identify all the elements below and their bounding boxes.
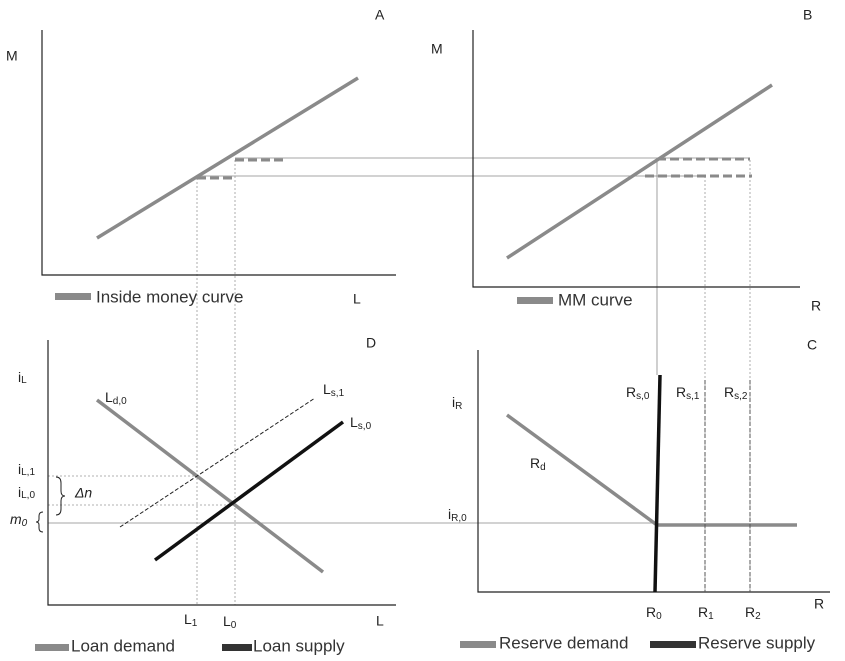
legend-label: Loan supply bbox=[253, 636, 345, 655]
loan-supply-0-curve bbox=[153, 420, 345, 562]
x-label: R bbox=[814, 596, 824, 612]
legend-swatch bbox=[55, 293, 91, 300]
mm-curve bbox=[506, 83, 773, 260]
y-label: M bbox=[431, 41, 443, 57]
y-tick-label: m0 bbox=[10, 511, 28, 529]
panel-letter: A bbox=[375, 7, 385, 23]
axes bbox=[41, 30, 396, 276]
axes bbox=[472, 30, 800, 288]
x-label: L bbox=[376, 613, 384, 629]
legend-label: Inside money curve bbox=[96, 287, 243, 306]
y-tick-label: iL,1 bbox=[18, 461, 35, 478]
x-label: R bbox=[811, 298, 821, 314]
legend-label: MM curve bbox=[558, 290, 633, 309]
legend-swatch bbox=[517, 297, 553, 304]
y-label: iR bbox=[452, 394, 462, 412]
legend-label: Loan demand bbox=[71, 636, 175, 655]
panel-b: B M R MM curve bbox=[431, 7, 821, 314]
panel-letter: B bbox=[803, 7, 812, 23]
brace bbox=[35, 511, 44, 533]
panel-a: A M L Inside money curve bbox=[6, 7, 396, 307]
curve-label: Rs,0 bbox=[626, 384, 650, 402]
panel-c: C iR R Rd Rs,0 Rs,1 Rs,2 iR,0 R0 R1 R2 R… bbox=[448, 337, 830, 652]
axes bbox=[477, 350, 830, 593]
delta-label: Δn bbox=[74, 485, 92, 501]
reserve-supply-0 bbox=[653, 374, 662, 593]
x-tick-label: R1 bbox=[698, 604, 714, 622]
reserve-demand-curve bbox=[505, 413, 797, 527]
curve-label: Rs,2 bbox=[724, 384, 748, 402]
x-tick-label: L0 bbox=[223, 613, 237, 631]
panel-d: D iL L Ld,0 Ls,1 Ls,0 iL,1 iL,0 m0 Δn L1… bbox=[10, 335, 396, 655]
curve-label: Ld,0 bbox=[105, 389, 127, 407]
loan-demand-curve bbox=[95, 398, 325, 574]
legend-swatch bbox=[650, 641, 696, 648]
curve-label: Ls,0 bbox=[350, 414, 372, 432]
x-tick-label: L1 bbox=[184, 611, 198, 629]
x-label: L bbox=[353, 291, 361, 307]
curve-label: Ls,1 bbox=[323, 381, 345, 399]
legend-swatch bbox=[460, 641, 496, 648]
legend-swatch bbox=[35, 644, 69, 651]
axes bbox=[47, 340, 396, 606]
y-tick-label: iR,0 bbox=[448, 506, 467, 524]
y-tick-label: iL,0 bbox=[18, 484, 35, 501]
loan-supply-1-curve bbox=[119, 397, 316, 528]
brace bbox=[55, 476, 66, 516]
panel-letter: D bbox=[366, 335, 376, 351]
y-label: M bbox=[6, 48, 18, 64]
legend-swatch bbox=[222, 644, 252, 651]
curve-label: Rd bbox=[530, 455, 546, 473]
inside-money-curve bbox=[96, 76, 359, 240]
x-tick-label: R2 bbox=[745, 604, 761, 622]
legend-label: Reserve supply bbox=[698, 633, 816, 652]
x-tick-label: R0 bbox=[646, 604, 662, 622]
y-label: iL bbox=[18, 369, 27, 386]
guide-lines bbox=[48, 157, 751, 605]
legend-label: Reserve demand bbox=[499, 633, 628, 652]
curve-label: Rs,1 bbox=[676, 384, 700, 402]
panel-letter: C bbox=[807, 337, 817, 353]
